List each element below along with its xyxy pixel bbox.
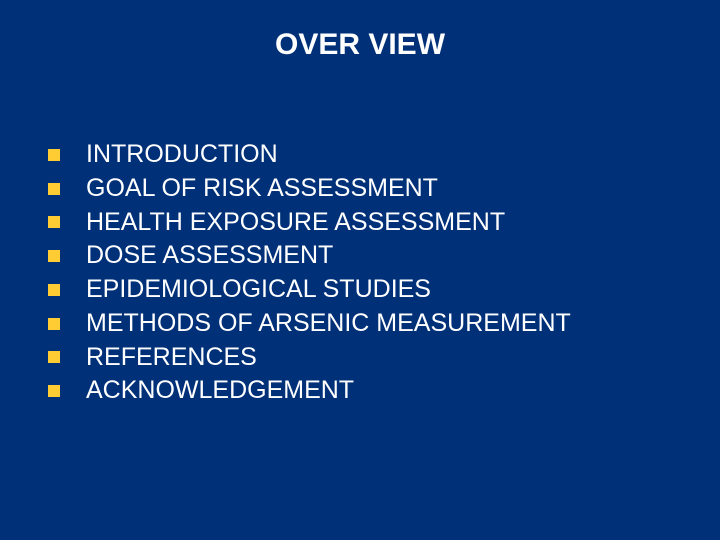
bullet-square-icon bbox=[48, 318, 60, 330]
list-item: REFERENCES bbox=[48, 341, 680, 375]
bullet-square-icon bbox=[48, 351, 60, 363]
list-item-label: INTRODUCTION bbox=[86, 138, 278, 172]
bullet-list: INTRODUCTION GOAL OF RISK ASSESSMENT HEA… bbox=[40, 138, 680, 408]
bullet-square-icon bbox=[48, 250, 60, 262]
list-item: GOAL OF RISK ASSESSMENT bbox=[48, 172, 680, 206]
bullet-square-icon bbox=[48, 149, 60, 161]
list-item-label: ACKNOWLEDGEMENT bbox=[86, 374, 354, 408]
list-item: HEALTH EXPOSURE ASSESSMENT bbox=[48, 206, 680, 240]
bullet-square-icon bbox=[48, 216, 60, 228]
list-item-label: HEALTH EXPOSURE ASSESSMENT bbox=[86, 206, 505, 240]
slide-title: OVER VIEW bbox=[40, 28, 680, 62]
slide: OVER VIEW INTRODUCTION GOAL OF RISK ASSE… bbox=[0, 0, 720, 540]
list-item: DOSE ASSESSMENT bbox=[48, 239, 680, 273]
list-item: INTRODUCTION bbox=[48, 138, 680, 172]
bullet-square-icon bbox=[48, 284, 60, 296]
list-item-label: METHODS OF ARSENIC MEASUREMENT bbox=[86, 307, 571, 341]
list-item-label: DOSE ASSESSMENT bbox=[86, 239, 333, 273]
list-item-label: REFERENCES bbox=[86, 341, 257, 375]
list-item: METHODS OF ARSENIC MEASUREMENT bbox=[48, 307, 680, 341]
bullet-square-icon bbox=[48, 183, 60, 195]
list-item-label: EPIDEMIOLOGICAL STUDIES bbox=[86, 273, 431, 307]
list-item-label: GOAL OF RISK ASSESSMENT bbox=[86, 172, 438, 206]
list-item: ACKNOWLEDGEMENT bbox=[48, 374, 680, 408]
list-item: EPIDEMIOLOGICAL STUDIES bbox=[48, 273, 680, 307]
bullet-square-icon bbox=[48, 385, 60, 397]
